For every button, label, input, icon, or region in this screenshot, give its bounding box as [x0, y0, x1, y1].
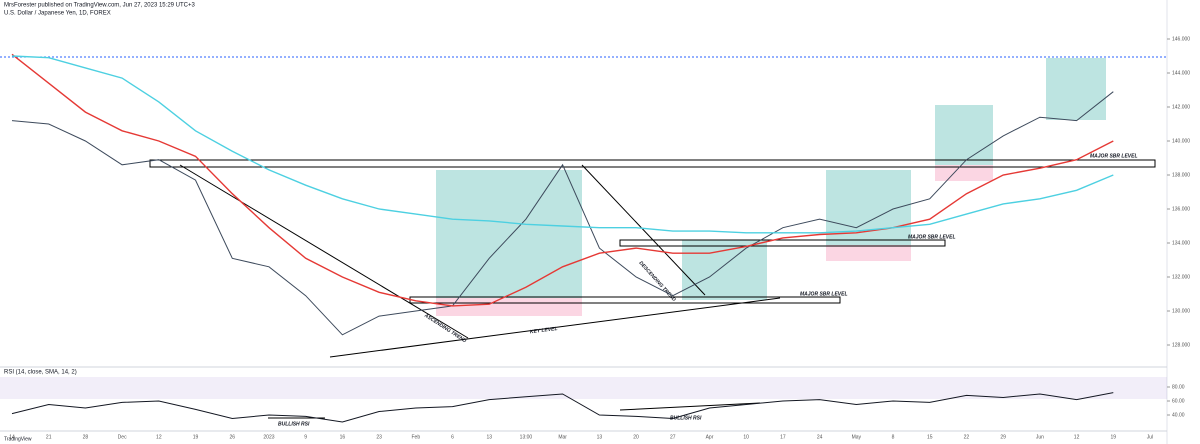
- annotation: BULLISH RSI: [278, 421, 310, 427]
- level-box: [619, 239, 946, 247]
- y-tick-label: 130.000: [1172, 308, 1190, 314]
- annotation: KEY LEVEL: [530, 326, 558, 335]
- x-tick-label: 14: [9, 434, 15, 440]
- rsi-band: [0, 377, 1167, 399]
- y-tick-label: 140.000: [1172, 138, 1190, 144]
- x-tick-label: Jul: [1147, 434, 1153, 440]
- target-zone: [935, 105, 993, 165]
- x-tick-label: 23: [376, 434, 382, 440]
- x-tick-label: 19: [193, 434, 199, 440]
- symbol-title: U.S. Dollar / Japanese Yen, 1D, FOREX: [4, 11, 111, 17]
- x-tick-label: 19: [1111, 434, 1117, 440]
- rsi-trend: [619, 402, 761, 411]
- x-tick-label: May: [852, 434, 862, 440]
- y-tick-label: 132.000: [1172, 274, 1190, 280]
- x-tick-label: 15: [927, 434, 933, 440]
- x-tick-label: Mar: [558, 434, 567, 440]
- x-tick-label: 26: [229, 434, 235, 440]
- stop-zone: [935, 165, 993, 181]
- x-tick-label: 6: [451, 434, 454, 440]
- annotation: BULLISH RSI: [670, 415, 702, 421]
- stop-zone: [436, 298, 582, 316]
- x-tick-label: 16: [340, 434, 346, 440]
- y-tick-label: 138.000: [1172, 172, 1190, 178]
- x-tick-label: Dec: [118, 434, 127, 440]
- x-tick-label: 8: [892, 434, 895, 440]
- annotation: MAJOR SBR LEVEL: [908, 234, 956, 240]
- target-zone: [436, 170, 582, 298]
- annotation: MAJOR SBR LEVEL: [1090, 153, 1138, 159]
- y-tick-label: 136.000: [1172, 206, 1190, 212]
- y-tick-label: 144.000: [1172, 70, 1190, 76]
- annotation: MAJOR SBR LEVEL: [800, 291, 848, 297]
- trend-line: [179, 164, 469, 339]
- x-tick-label: 27: [670, 434, 676, 440]
- x-tick-label: 29: [1000, 434, 1006, 440]
- level-box: [149, 159, 1156, 168]
- x-tick-label: 9: [304, 434, 307, 440]
- y-tick-label: 60.00: [1172, 398, 1185, 404]
- target-zone: [1046, 58, 1106, 120]
- target-zone: [682, 240, 767, 300]
- series-line: [11, 91, 1114, 336]
- x-tick-label: 13: [597, 434, 603, 440]
- y-tick-label: 146.000: [1172, 36, 1190, 42]
- x-tick-label: Apr: [706, 434, 714, 440]
- x-tick-label: 2023: [263, 434, 274, 440]
- x-tick-label: 17: [780, 434, 786, 440]
- x-tick-label: 20: [633, 434, 639, 440]
- x-tick-label: 12: [156, 434, 162, 440]
- x-tick-label: 22: [964, 434, 970, 440]
- trend-line: [329, 297, 781, 358]
- x-tick-label: Jun: [1036, 434, 1044, 440]
- x-tick-label: 10: [743, 434, 749, 440]
- series-line: [11, 53, 1114, 307]
- series-line: [11, 55, 1114, 234]
- y-tick-label: 80.00: [1172, 384, 1185, 390]
- series-line: [11, 392, 1114, 423]
- trend-line: [581, 164, 706, 296]
- x-tick-label: 13: [486, 434, 492, 440]
- x-tick-label: 13:00: [520, 434, 533, 440]
- stop-zone: [826, 245, 911, 261]
- x-tick-label: 24: [817, 434, 823, 440]
- x-tick-label: 28: [83, 434, 89, 440]
- publisher: MrsForester published on TradingView.com…: [4, 3, 195, 9]
- x-tick-label: 21: [46, 434, 52, 440]
- y-tick-label: 134.000: [1172, 240, 1190, 246]
- x-tick-label: Feb: [411, 434, 420, 440]
- y-tick-label: 142.000: [1172, 104, 1190, 110]
- y-tick-label: 40.00: [1172, 412, 1185, 418]
- y-tick-label: 128.000: [1172, 342, 1190, 348]
- x-tick-label: 12: [1074, 434, 1080, 440]
- footer: TradingView: [4, 436, 32, 442]
- rsi-title: RSI (14, close, SMA, 14, 2): [4, 370, 77, 376]
